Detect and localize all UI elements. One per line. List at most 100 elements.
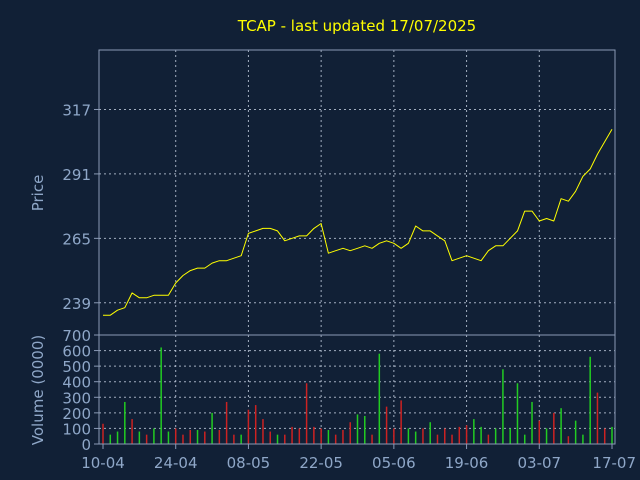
- volume-tick-label: 700: [62, 327, 91, 345]
- volume-tick-label: 200: [62, 405, 91, 423]
- volume-bar: [422, 428, 424, 444]
- volume-bar: [313, 426, 315, 444]
- volume-bar: [574, 420, 577, 444]
- volume-bar: [305, 383, 308, 444]
- x-tick-label: 22-05: [299, 454, 343, 472]
- price-axis-label: Price: [29, 175, 47, 212]
- volume-bar: [480, 426, 482, 444]
- volume-bar: [204, 431, 206, 444]
- volume-bar: [233, 434, 235, 444]
- volume-bar: [371, 434, 373, 444]
- volume-bar: [240, 434, 242, 444]
- volume-bar: [291, 426, 293, 444]
- price-y-ticks: 239 265 291 317: [62, 101, 99, 313]
- volume-bar: [225, 401, 228, 444]
- price-series: [103, 129, 613, 316]
- x-tick-label: 24-04: [154, 454, 198, 472]
- volume-bar: [356, 414, 359, 444]
- x-ticks: 10-04 24-04 08-05 22-05 05-06 19-06 03-07 17-07: [81, 444, 636, 472]
- volume-bar: [138, 431, 141, 444]
- volume-bar: [349, 422, 351, 444]
- volume-bar: [102, 423, 104, 444]
- volume-bar: [196, 429, 199, 444]
- x-tick-label: 19-06: [445, 454, 489, 472]
- volume-panel-frame: [98, 334, 616, 445]
- volume-bar: [538, 420, 541, 444]
- volume-bar: [596, 392, 599, 444]
- price-tick-label: 317: [62, 101, 91, 119]
- volume-bar: [116, 431, 119, 444]
- volume-bar: [531, 401, 533, 444]
- volume-bar: [400, 400, 402, 444]
- volume-bar: [167, 431, 170, 444]
- volume-bar: [254, 405, 257, 444]
- volume-bar: [407, 428, 410, 444]
- volume-bar: [502, 369, 504, 444]
- volume-bar: [429, 422, 431, 444]
- volume-bar: [247, 409, 250, 444]
- volume-bar: [364, 415, 366, 444]
- volume-bar: [487, 434, 490, 444]
- volume-bars: [102, 347, 613, 444]
- volume-axis-label: Volume (0000): [29, 335, 47, 445]
- x-tick-label: 17-07: [592, 454, 636, 472]
- volume-bar: [131, 419, 133, 444]
- price-tick-label: 239: [62, 295, 91, 313]
- volume-bar: [342, 429, 344, 444]
- volume-tick-label: 400: [62, 374, 91, 392]
- volume-bar: [560, 408, 562, 444]
- volume-tick-label: 0: [81, 436, 91, 454]
- volume-bar: [218, 429, 221, 444]
- volume-bar: [189, 429, 192, 444]
- volume-tick-label: 100: [62, 420, 91, 438]
- volume-bar: [451, 434, 453, 444]
- volume-bar: [385, 406, 388, 444]
- price-tick-label: 291: [62, 166, 91, 184]
- volume-bar: [109, 434, 112, 444]
- volume-bar: [509, 428, 511, 444]
- volume-bar: [458, 426, 461, 444]
- volume-bar: [298, 428, 301, 444]
- volume-bar: [414, 431, 417, 444]
- volume-bar: [611, 426, 613, 444]
- volume-bar: [211, 412, 213, 444]
- volume-tick-label: 600: [62, 343, 91, 361]
- volume-bar: [269, 431, 271, 444]
- volume-bar: [553, 412, 555, 444]
- x-tick-label: 05-06: [372, 454, 416, 472]
- volume-bar: [182, 434, 184, 444]
- price-tick-label: 265: [62, 230, 91, 248]
- volume-bar: [393, 428, 395, 444]
- volume-bar: [334, 434, 337, 444]
- volume-bar: [494, 428, 497, 444]
- volume-bar: [145, 434, 148, 444]
- volume-bar: [582, 434, 584, 444]
- volume-bar: [589, 356, 591, 444]
- price-line: [103, 129, 613, 316]
- volume-bar: [444, 428, 446, 444]
- volume-bar: [284, 434, 286, 444]
- volume-bar: [473, 419, 475, 444]
- price-grid: [99, 50, 615, 335]
- volume-bar: [523, 434, 526, 444]
- volume-bar: [174, 428, 177, 444]
- volume-bar: [465, 425, 468, 444]
- volume-bar: [545, 428, 548, 444]
- volume-bar: [153, 428, 155, 444]
- volume-tick-label: 300: [62, 389, 91, 407]
- volume-bar: [160, 347, 162, 444]
- volume-bar: [603, 428, 606, 444]
- x-tick-label: 03-07: [517, 454, 561, 472]
- volume-bar: [124, 401, 126, 444]
- volume-bar: [516, 383, 519, 444]
- x-tick-label: 10-04: [81, 454, 125, 472]
- volume-tick-label: 500: [62, 358, 91, 376]
- volume-bar: [378, 353, 381, 444]
- x-tick-label: 08-05: [227, 454, 271, 472]
- volume-bar: [320, 428, 322, 444]
- volume-bar: [436, 434, 439, 444]
- volume-bar: [262, 419, 264, 444]
